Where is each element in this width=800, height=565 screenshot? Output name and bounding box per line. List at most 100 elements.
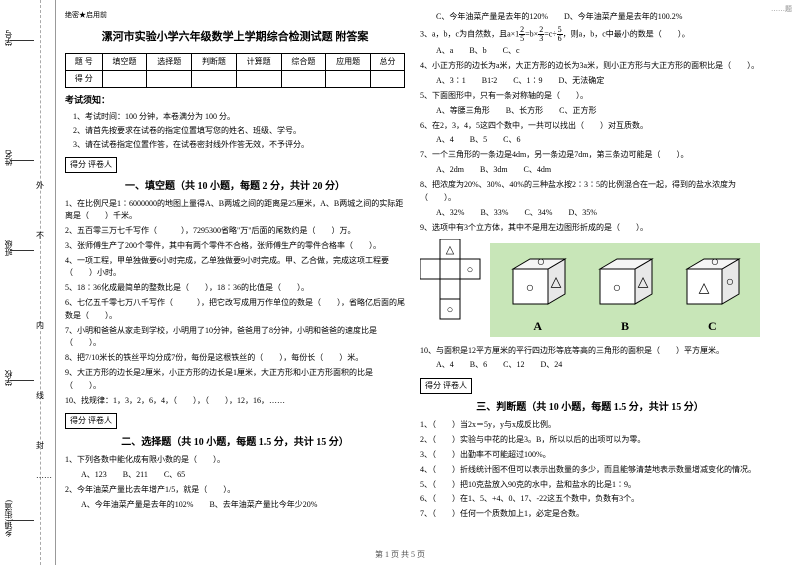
- score-value-cell: [192, 71, 237, 88]
- fill-question: 8、把7/10米长的铁丝平均分成7份，每份是这根铁丝的（ ），每份长（ ）米。: [65, 352, 405, 365]
- choice-question-opts: A、32% B、33% C、34% D、35%: [420, 207, 760, 219]
- section-title-judge: 三、判断题（共 10 小题，每题 1.5 分，共计 15 分）: [420, 400, 760, 415]
- cube-option: ○ △ B: [590, 249, 660, 335]
- svg-text:○: ○: [525, 281, 533, 296]
- notice-item: 1、考试时间：100 分钟，本卷满分为 100 分。: [65, 111, 405, 123]
- choice-question-opts: A、2dm B、3dm C、4dm: [420, 164, 760, 176]
- choice-question-opts: A、a B、b C、c: [420, 45, 760, 57]
- fill-question: 1、在比例尺是1∶6000000的地图上量得A、B两城之间的距离是25厘米，A、…: [65, 198, 405, 224]
- score-header-cell: 填空题: [102, 54, 147, 71]
- choice-question-stem: 1、下列各数中能化成有限小数的是（ ）。: [65, 454, 405, 467]
- score-header-cell: 计算题: [236, 54, 281, 71]
- svg-text:○: ○: [726, 275, 734, 290]
- margin-label: 学校: [3, 370, 15, 386]
- fill-question: 5、18∶36化成最简单的整数比是（ ），18∶36的比值是（ ）。: [65, 282, 405, 295]
- cube-options-panel: ○△○A○△B△○○C: [490, 243, 760, 337]
- judge-question: 7、（ ）任何一个质数加上1，必定是合数。: [420, 508, 760, 521]
- margin-underline: [10, 520, 34, 522]
- judge-question: 6、（ ）在1、5、+4、0、17、-22这五个数中，负数有3个。: [420, 493, 760, 506]
- margin-label: 姓名: [3, 150, 15, 166]
- top-right-tag: ……题: [771, 4, 792, 15]
- choice-question-opts: A、今年油菜产量是去年的102% B、去年油菜产量比今年少20%: [65, 499, 405, 511]
- seal-line-char: 内: [36, 320, 44, 332]
- seal-line-char: ……: [36, 470, 52, 482]
- score-value-cell: [326, 71, 371, 88]
- svg-text:○: ○: [613, 281, 621, 296]
- judge-question: 1、（ ）当2x＝5y，y与x成反比例。: [420, 419, 760, 432]
- score-value-cell: [236, 71, 281, 88]
- svg-text:○: ○: [711, 255, 719, 270]
- svg-text:○: ○: [447, 304, 454, 316]
- svg-text:△: △: [446, 244, 455, 256]
- score-header-cell: 选择题: [147, 54, 192, 71]
- judge-question: 3、（ ）出勤率不可能超过100%。: [420, 449, 760, 462]
- svg-text:△: △: [638, 275, 649, 290]
- notice-item: 3、请在试卷指定位置作答，在试卷密封线外作答无效，不予评分。: [65, 139, 405, 151]
- margin-underline: [10, 40, 34, 42]
- choice-question-opts: A、等腰三角形 B、长方形 C、正方形: [420, 105, 760, 117]
- choice-question-opts: C、今年油菜产量是去年的120% D、今年油菜产量是去年的100.2%: [420, 11, 760, 23]
- cube-option: ○△○A: [503, 249, 573, 335]
- margin-underline: [10, 160, 34, 162]
- judge-question: 5、（ ）把10克盐放入90克的水中，盐和盐水的比是1∶9。: [420, 479, 760, 492]
- paper-title: 漯河市实验小学六年级数学上学期综合检测试题 附答案: [65, 29, 405, 46]
- choice-question-opts: A、4 B、5 C、6: [420, 134, 760, 146]
- choice-question-stem: 5、下面图形中，只有一条对称轴的是（ ）。: [420, 90, 760, 103]
- right-column: C、今年油菜产量是去年的120% D、今年油菜产量是去年的100.2% 3、a，b…: [420, 10, 760, 523]
- notice-heading: 考试须知：: [65, 94, 405, 108]
- section-title-choice: 二、选择题（共 10 小题，每题 1.5 分，共计 15 分）: [65, 435, 405, 450]
- score-header-cell: 题 号: [66, 54, 103, 71]
- margin-label: 乡镇(街道): [3, 500, 15, 537]
- svg-text:○: ○: [467, 264, 474, 276]
- choice-question-opts: A、123 B、211 C、65: [65, 469, 405, 481]
- fill-question: 10、找规律：1，3，2，6，4，（ ），（ ），12，16，……: [65, 395, 405, 408]
- choice-question-stem: 7、一个三角形的一条边是4dm，另一条边是7dm，第三条边可能是（ ）。: [420, 149, 760, 162]
- notice-item: 2、请首先按要求在试卷的指定位置填写您的姓名、班级、学号。: [65, 125, 405, 137]
- score-value-cell: [281, 71, 326, 88]
- fill-question: 4、一项工程，甲单独做要6小时完成，乙单独做要9小时完成。甲、乙合做，完成这项工…: [65, 255, 405, 281]
- cube-letter: B: [590, 317, 660, 335]
- score-value-cell: [147, 71, 192, 88]
- page-footer: 第 1 页 共 5 页: [0, 549, 800, 561]
- margin-label: 班级: [3, 240, 15, 256]
- seal-line-char: 外: [36, 180, 44, 192]
- cube-option: △○○C: [677, 249, 747, 335]
- section-score-box-fill: 得分 评卷人: [65, 157, 117, 173]
- score-value-cell: [102, 71, 147, 88]
- fill-question: 2、五百零三万七千写作（ ），7295300省略"万"后面的尾数约是（ ）万。: [65, 225, 405, 238]
- score-header-cell: 总分: [371, 54, 405, 71]
- choice-question-stem: 3、a，b，c为自然数，且a×125=b×23=c÷56，则a，b，c中最小的数…: [420, 26, 760, 43]
- score-value-cell: 得 分: [66, 71, 103, 88]
- binding-margin: 学号姓名班级学校乡镇(街道)外不内线封……: [0, 0, 56, 565]
- choice-question-stem: 4、小正方形的边长为a米，大正方形的边长为3a米，则小正方形与大正方形的面积比是…: [420, 60, 760, 73]
- choice-question-stem: 6、在2，3，4，5这四个数中，一共可以找出（ ）对互质数。: [420, 120, 760, 133]
- score-header-cell: 判断题: [192, 54, 237, 71]
- margin-label: 学号: [3, 30, 15, 46]
- margin-underline: [10, 380, 34, 382]
- cube-letter: A: [503, 317, 573, 335]
- choice-question-stem: 8、把浓度为20%、30%、40%的三种盐水按2∶3∶5的比例混合在一起，得到的…: [420, 179, 760, 205]
- left-column: 绝密★启用前 漯河市实验小学六年级数学上学期综合检测试题 附答案 题 号填空题选…: [65, 10, 405, 514]
- choice-question-opts: A、3∶1 B1∶2 C、1∶9 D、无法确定: [420, 75, 760, 87]
- choice-question-stem: 9、选项中有3个立方体，其中不是用左边图形折成的是（ ）。: [420, 222, 760, 235]
- seal-line-char: 封: [36, 440, 44, 452]
- choice-question-stem: 2、今年油菜产量比去年增产1/5，就是（ ）。: [65, 484, 405, 497]
- score-table: 题 号填空题选择题判断题计算题综合题应用题总分 得 分: [65, 53, 405, 88]
- score-header-cell: 综合题: [281, 54, 326, 71]
- section-score-box-choice: 得分 评卷人: [65, 413, 117, 429]
- judge-question: 4、（ ）折线统计图不但可以表示出数量的多少，而且能够清楚地表示数量增减变化的情…: [420, 464, 760, 477]
- score-header-cell: 应用题: [326, 54, 371, 71]
- margin-underline: [10, 250, 34, 252]
- choice-q10-stem: 10、与面积是12平方厘米的平行四边形等底等高的三角形的面积是（ ）平方厘米。: [420, 345, 760, 358]
- cube-letter: C: [677, 317, 747, 335]
- fill-question: 9、大正方形的边长是2厘米，小正方形的边长是1厘米，大正方形和小正方形面积的比是…: [65, 367, 405, 393]
- fill-question: 7、小明和爸爸从家走到学校，小明用了10分钟，爸爸用了8分钟，小明和爸爸的速度比…: [65, 325, 405, 351]
- cube-net-diagram: △ ○ ○: [420, 239, 484, 323]
- choice-q10-opts: A、4 B、6 C、12 D、24: [420, 359, 760, 371]
- confidential-tag: 绝密★启用前: [65, 10, 405, 21]
- score-value-cell: [371, 71, 405, 88]
- svg-text:○: ○: [536, 255, 544, 270]
- judge-question: 2、（ ）实验与中花的比是3。B，所以以后的出项可以为零。: [420, 434, 760, 447]
- fill-question: 6、七亿五千零七万八千写作（ ），把它改写成用万作单位的数是（ ），省略亿后面的…: [65, 297, 405, 323]
- seal-line-char: 不: [36, 230, 44, 242]
